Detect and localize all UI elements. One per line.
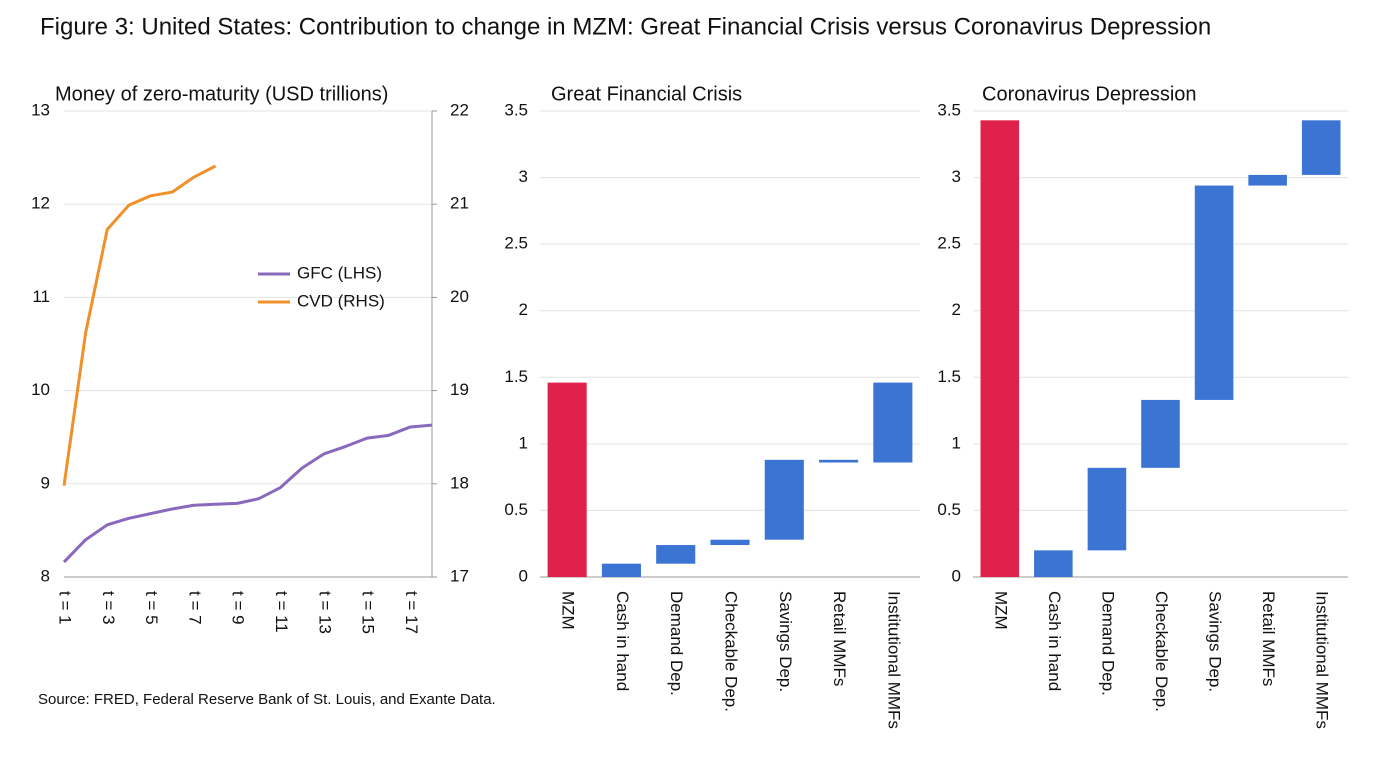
bar — [1248, 174, 1287, 186]
bar — [819, 459, 859, 463]
y-tick-label: 1 — [952, 433, 961, 452]
bar — [547, 382, 587, 577]
y-tick-label: 3 — [519, 167, 528, 186]
x-tick-label: t = 3 — [99, 591, 118, 625]
y-tick-label: 0 — [952, 566, 961, 585]
x-tick-label: Savings Dep. — [1206, 591, 1225, 692]
x-tick-label: MZM — [559, 591, 578, 630]
chart-title: Figure 3: United States: Contribution to… — [40, 13, 1211, 40]
legend-label: GFC (LHS) — [297, 263, 382, 282]
y-tick-label: 1.5 — [504, 367, 528, 386]
bar — [1141, 399, 1180, 468]
y2-tick-label: 22 — [450, 100, 469, 119]
x-tick-label: t = 17 — [402, 591, 421, 634]
y2-tick-label: 20 — [450, 287, 469, 306]
x-tick-label: Retail MMFs — [1259, 591, 1278, 686]
x-tick-label: Demand Dep. — [667, 591, 686, 696]
series-line — [62, 164, 217, 486]
y2-tick-label: 18 — [450, 473, 469, 492]
y-tick-label: 2.5 — [504, 234, 528, 253]
y2-tick-label: 19 — [450, 380, 469, 399]
x-tick-label: t = 5 — [142, 591, 161, 625]
x-tick-label: t = 15 — [359, 591, 378, 634]
x-tick-label: Institutional MMFs — [1313, 591, 1332, 729]
y-tick-label: 0.5 — [937, 500, 961, 519]
x-tick-label: Demand Dep. — [1098, 591, 1117, 696]
y-tick-label: 10 — [31, 380, 50, 399]
y-tick-label: 1.5 — [937, 367, 961, 386]
y-tick-label: 0.5 — [504, 500, 528, 519]
x-tick-label: t = 7 — [185, 591, 204, 625]
bar — [656, 545, 696, 564]
y2-tick-label: 21 — [450, 194, 469, 213]
x-tick-label: t = 9 — [229, 591, 248, 625]
x-tick-label: t = 11 — [272, 591, 291, 633]
bar — [1034, 550, 1073, 577]
x-tick-label: MZM — [991, 591, 1010, 630]
bar — [1301, 120, 1341, 175]
bar — [980, 120, 1020, 577]
y-tick-label: 2 — [519, 300, 528, 319]
y-tick-label: 12 — [31, 194, 50, 213]
y-tick-label: 11 — [32, 287, 50, 306]
bar — [601, 563, 641, 577]
x-tick-label: t = 13 — [315, 591, 334, 634]
panel-title: Great Financial Crisis — [551, 83, 742, 105]
legend-label: CVD (RHS) — [297, 291, 385, 310]
x-tick-label: Institutional MMFs — [884, 591, 903, 729]
y-tick-label: 3 — [952, 167, 961, 186]
y-tick-label: 2 — [952, 300, 961, 319]
x-tick-label: Checkable Dep. — [722, 591, 741, 712]
panel-title: Money of zero-maturity (USD trillions) — [55, 83, 388, 105]
bar — [1194, 185, 1234, 400]
x-tick-label: Savings Dep. — [776, 591, 795, 692]
y-tick-label: 2.5 — [937, 234, 961, 253]
y-tick-label: 9 — [41, 473, 50, 492]
y-tick-label: 1 — [519, 433, 528, 452]
bar — [873, 382, 913, 463]
y2-tick-label: 17 — [450, 566, 469, 585]
bar — [764, 459, 804, 540]
y-tick-label: 13 — [31, 100, 50, 119]
panel-title: Coronavirus Depression — [982, 83, 1197, 105]
x-tick-label: Retail MMFs — [830, 591, 849, 686]
y-tick-label: 8 — [41, 566, 50, 585]
x-tick-label: Checkable Dep. — [1152, 591, 1171, 712]
y-tick-label: 3.5 — [937, 100, 961, 119]
bar — [710, 539, 750, 546]
series-line — [62, 423, 433, 564]
source-note: Source: FRED, Federal Reserve Bank of St… — [38, 691, 496, 708]
bar — [1087, 467, 1127, 551]
y-tick-label: 0 — [519, 566, 528, 585]
x-tick-label: Cash in hand — [1045, 591, 1064, 691]
x-tick-label: t = 1 — [56, 591, 75, 625]
y-tick-label: 3.5 — [504, 100, 528, 119]
x-tick-label: Cash in hand — [613, 591, 632, 691]
